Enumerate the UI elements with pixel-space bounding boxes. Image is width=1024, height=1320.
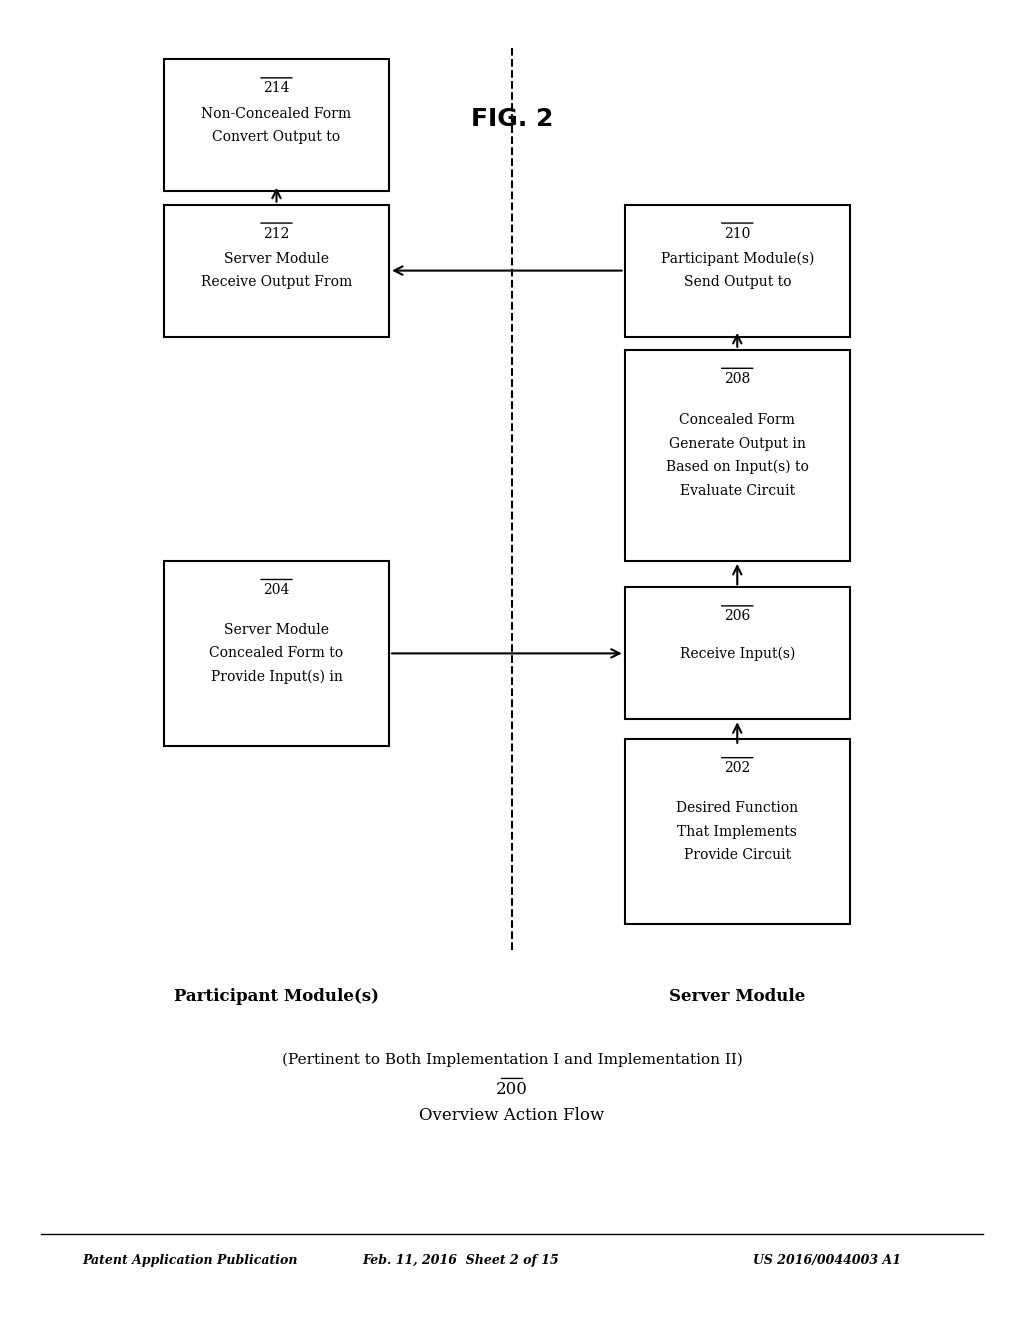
Text: 214: 214 [263, 82, 290, 95]
Text: 208: 208 [724, 372, 751, 385]
FancyBboxPatch shape [625, 587, 850, 719]
Text: US 2016/0044003 A1: US 2016/0044003 A1 [753, 1254, 901, 1267]
Text: Generate Output in: Generate Output in [669, 437, 806, 450]
Text: Server Module: Server Module [224, 252, 329, 265]
Text: Overview Action Flow: Overview Action Flow [420, 1107, 604, 1123]
Text: Participant Module(s): Participant Module(s) [174, 989, 379, 1005]
Text: Concealed Form to: Concealed Form to [210, 647, 343, 660]
Text: Provide Input(s) in: Provide Input(s) in [211, 671, 342, 684]
Text: Patent Application Publication: Patent Application Publication [82, 1254, 297, 1267]
Text: Server Module: Server Module [224, 623, 329, 636]
Text: Non-Concealed Form: Non-Concealed Form [202, 107, 351, 120]
FancyBboxPatch shape [164, 561, 389, 746]
Text: That Implements: That Implements [677, 825, 798, 838]
FancyBboxPatch shape [625, 350, 850, 561]
Text: Feb. 11, 2016  Sheet 2 of 15: Feb. 11, 2016 Sheet 2 of 15 [362, 1254, 559, 1267]
FancyBboxPatch shape [625, 739, 850, 924]
Text: 210: 210 [724, 227, 751, 240]
Text: (Pertinent to Both Implementation I and Implementation II): (Pertinent to Both Implementation I and … [282, 1053, 742, 1067]
Text: Receive Output From: Receive Output From [201, 276, 352, 289]
FancyBboxPatch shape [625, 205, 850, 337]
FancyBboxPatch shape [164, 205, 389, 337]
Text: 212: 212 [263, 227, 290, 240]
Text: Participant Module(s): Participant Module(s) [660, 252, 814, 265]
Text: Server Module: Server Module [669, 989, 806, 1005]
Text: Send Output to: Send Output to [684, 276, 791, 289]
Text: Based on Input(s) to: Based on Input(s) to [666, 461, 809, 474]
Text: Desired Function: Desired Function [676, 801, 799, 814]
Text: 202: 202 [724, 762, 751, 775]
Text: 204: 204 [263, 583, 290, 597]
Text: Concealed Form: Concealed Form [679, 413, 796, 426]
Text: Convert Output to: Convert Output to [212, 131, 341, 144]
Text: Receive Input(s): Receive Input(s) [680, 647, 795, 660]
Text: Evaluate Circuit: Evaluate Circuit [680, 484, 795, 498]
Text: Provide Circuit: Provide Circuit [684, 849, 791, 862]
Text: 206: 206 [724, 610, 751, 623]
FancyBboxPatch shape [164, 59, 389, 191]
Text: FIG. 2: FIG. 2 [471, 107, 553, 131]
Text: 200: 200 [496, 1081, 528, 1097]
